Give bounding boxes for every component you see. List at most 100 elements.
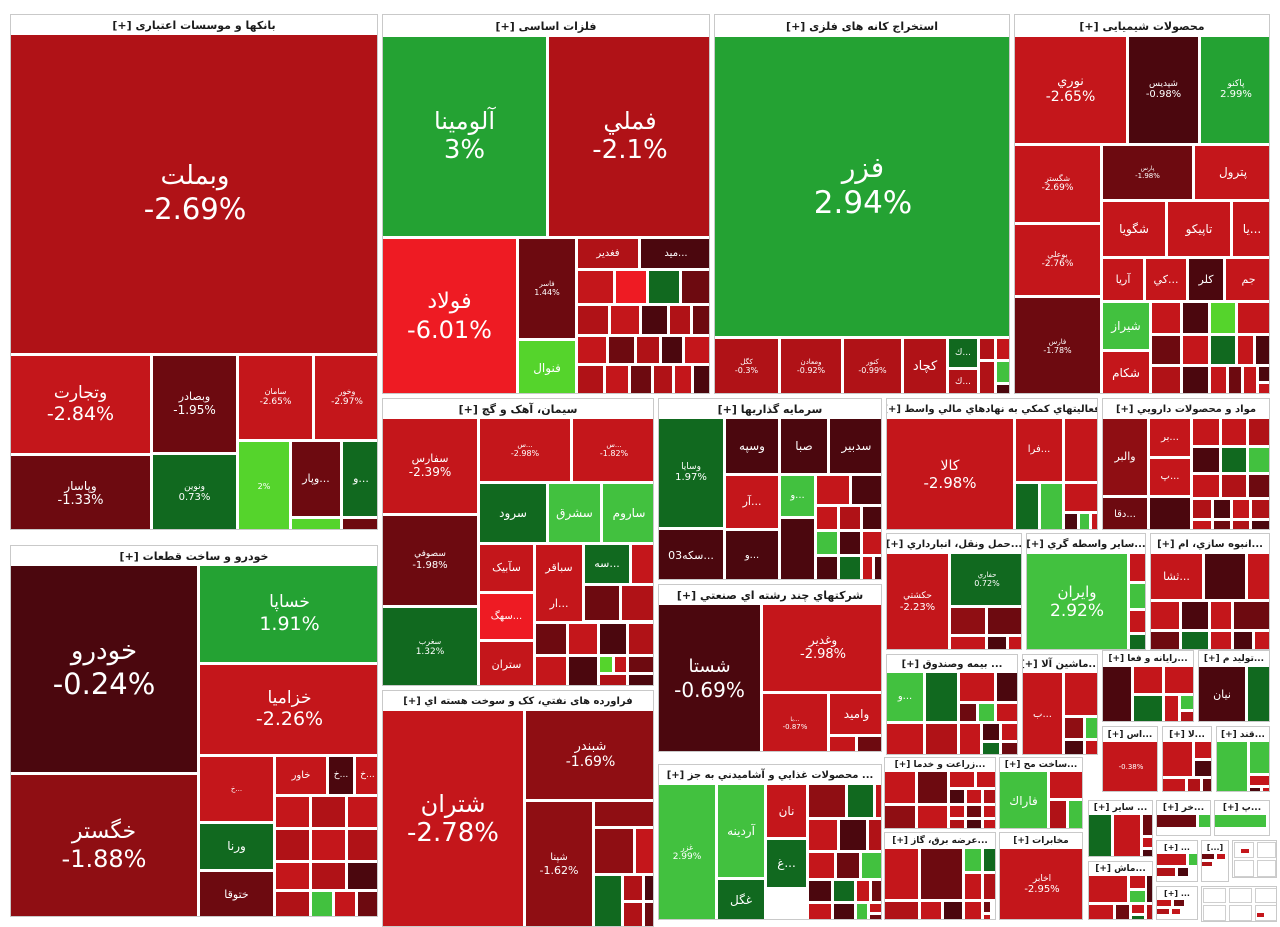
sector-header-conglomerates[interactable]: شرکتهاي چند رشته اي صنعتي [+] <box>659 585 881 605</box>
treemap-tile[interactable] <box>885 806 915 828</box>
treemap-tile[interactable] <box>1165 696 1178 721</box>
treemap-tile[interactable]: شپدیس -0.98% <box>1129 37 1198 143</box>
treemap-tile[interactable]: ...ك <box>949 339 977 367</box>
treemap-tile[interactable]: وخور -2.97% <box>315 356 377 439</box>
treemap-tile[interactable]: وبملت -2.69% <box>11 35 377 353</box>
treemap-tile[interactable] <box>1233 521 1249 529</box>
treemap-tile[interactable] <box>1234 632 1252 649</box>
treemap-tile[interactable]: وغدیر -2.98% <box>763 605 881 691</box>
treemap-tile[interactable] <box>624 876 642 900</box>
treemap-tile[interactable]: ...دقا <box>1103 498 1147 529</box>
treemap-tile[interactable] <box>857 904 867 919</box>
treemap-tile[interactable] <box>654 366 672 393</box>
treemap-tile[interactable]: خزامیا -2.26% <box>200 665 377 754</box>
treemap-tile[interactable] <box>960 673 994 701</box>
sector-header-insurance[interactable]: ... بیمه وصندوق [+] <box>887 655 1017 673</box>
treemap-tile[interactable] <box>1229 888 1252 903</box>
treemap-tile[interactable]: غگل <box>718 880 764 919</box>
treemap-tile[interactable]: شیراز <box>1103 303 1149 349</box>
treemap-tile[interactable]: خودرو -0.24% <box>11 566 197 772</box>
treemap-tile[interactable] <box>1002 724 1017 740</box>
treemap-tile[interactable]: ختوقا <box>200 872 273 916</box>
treemap-tile[interactable] <box>312 863 345 889</box>
treemap-tile[interactable]: بوعلي -2.76% <box>1015 225 1100 295</box>
treemap-tile[interactable]: فملي -2.1% <box>549 37 709 236</box>
treemap-tile[interactable]: پترول <box>1195 146 1269 199</box>
treemap-tile[interactable] <box>616 271 646 303</box>
treemap-tile[interactable] <box>1203 905 1226 921</box>
treemap-tile[interactable]: فزر 2.94% <box>715 37 1009 336</box>
treemap-tile[interactable] <box>1211 602 1231 629</box>
treemap-tile[interactable] <box>1086 741 1097 754</box>
treemap-tile[interactable] <box>1248 667 1269 721</box>
sector-header-utilities[interactable]: ...عرضه برق، گاز [+] <box>885 833 995 849</box>
treemap-tile[interactable] <box>578 337 606 363</box>
treemap-tile[interactable] <box>1080 514 1089 529</box>
treemap-tile[interactable]: شگویا <box>1103 202 1165 256</box>
treemap-tile[interactable] <box>875 557 881 579</box>
treemap-tile[interactable] <box>988 637 1006 649</box>
treemap-tile[interactable]: ...آر <box>726 476 778 528</box>
treemap-tile[interactable] <box>870 915 881 919</box>
treemap-tile[interactable] <box>870 904 881 912</box>
treemap-tile[interactable] <box>1134 667 1162 693</box>
treemap-tile[interactable] <box>631 366 651 393</box>
sector-header-other-intermediation[interactable]: ...سایر واسطه گري [+] <box>1027 534 1145 554</box>
treemap-tile[interactable] <box>1259 367 1269 381</box>
treemap-tile[interactable] <box>1234 860 1254 877</box>
treemap-tile[interactable] <box>1143 850 1152 856</box>
treemap-tile[interactable] <box>1211 632 1231 649</box>
treemap-tile[interactable] <box>887 724 923 754</box>
treemap-tile[interactable]: نیان <box>1199 667 1245 721</box>
treemap-tile[interactable] <box>1248 554 1269 599</box>
treemap-tile[interactable] <box>984 790 995 803</box>
treemap-tile[interactable] <box>642 306 667 334</box>
treemap-tile[interactable] <box>645 903 653 926</box>
treemap-tile[interactable] <box>1163 779 1185 791</box>
treemap-tile[interactable] <box>1222 475 1246 497</box>
treemap-tile[interactable]: اخابر -2.95% <box>1000 849 1082 919</box>
treemap-tile[interactable] <box>1234 602 1269 629</box>
treemap-tile[interactable]: کلر <box>1189 259 1223 300</box>
treemap-tile[interactable]: ...س -2.98% <box>480 419 570 481</box>
treemap-tile[interactable] <box>997 704 1017 721</box>
treemap-tile[interactable] <box>921 849 962 899</box>
sector-header-pharma[interactable]: مواد و محصولات دارویي [+] <box>1103 399 1269 419</box>
treemap-tile[interactable] <box>1116 905 1129 919</box>
treemap-tile[interactable] <box>848 785 873 817</box>
treemap-tile[interactable] <box>1089 815 1111 856</box>
treemap-tile[interactable] <box>876 785 881 817</box>
treemap-tile[interactable]: حکشتي -2.23% <box>887 554 948 649</box>
treemap-tile[interactable] <box>926 724 957 754</box>
treemap-tile[interactable] <box>1241 849 1249 853</box>
treemap-tile[interactable]: ...سه <box>585 545 629 583</box>
treemap-tile[interactable]: نان <box>767 785 806 837</box>
treemap-tile[interactable] <box>1255 888 1276 903</box>
treemap-tile[interactable] <box>862 853 881 878</box>
treemap-tile[interactable]: ...و <box>887 673 923 721</box>
treemap-tile[interactable] <box>1130 584 1145 608</box>
treemap-tile[interactable] <box>1132 916 1144 919</box>
treemap-tile[interactable] <box>781 519 814 579</box>
sector-header-oil-products[interactable]: فراورده های نفتي، کک و سوخت هسته اي [+] <box>383 691 653 711</box>
sector-header-s-khar[interactable]: ...خر [+] <box>1157 801 1210 815</box>
sector-header-transport[interactable]: ...حمل ونقل، انبارداري [+] <box>887 534 1021 554</box>
treemap-tile[interactable]: شستا -0.69% <box>659 605 760 751</box>
treemap-tile[interactable] <box>276 863 309 889</box>
treemap-tile[interactable]: -0.38% <box>1103 742 1157 791</box>
treemap-tile[interactable] <box>335 892 355 916</box>
treemap-tile[interactable] <box>292 519 340 529</box>
treemap-tile[interactable] <box>1215 815 1266 827</box>
treemap-tile[interactable]: سغرب 1.32% <box>383 608 477 685</box>
treemap-tile[interactable] <box>834 881 854 901</box>
treemap-tile[interactable]: ومعادن -0.92% <box>781 339 841 393</box>
treemap-tile[interactable] <box>1250 742 1269 773</box>
treemap-tile[interactable] <box>1150 498 1190 529</box>
treemap-tile[interactable] <box>1252 521 1269 529</box>
treemap-tile[interactable]: فغدیر <box>578 239 638 268</box>
sector-header-machinery[interactable]: ...ماشین آلا [+] <box>1023 655 1097 673</box>
treemap-tile[interactable]: وپاسار -1.33% <box>11 456 150 529</box>
treemap-tile[interactable] <box>622 586 653 620</box>
treemap-tile[interactable] <box>1157 854 1186 865</box>
treemap-tile[interactable] <box>1211 303 1235 333</box>
